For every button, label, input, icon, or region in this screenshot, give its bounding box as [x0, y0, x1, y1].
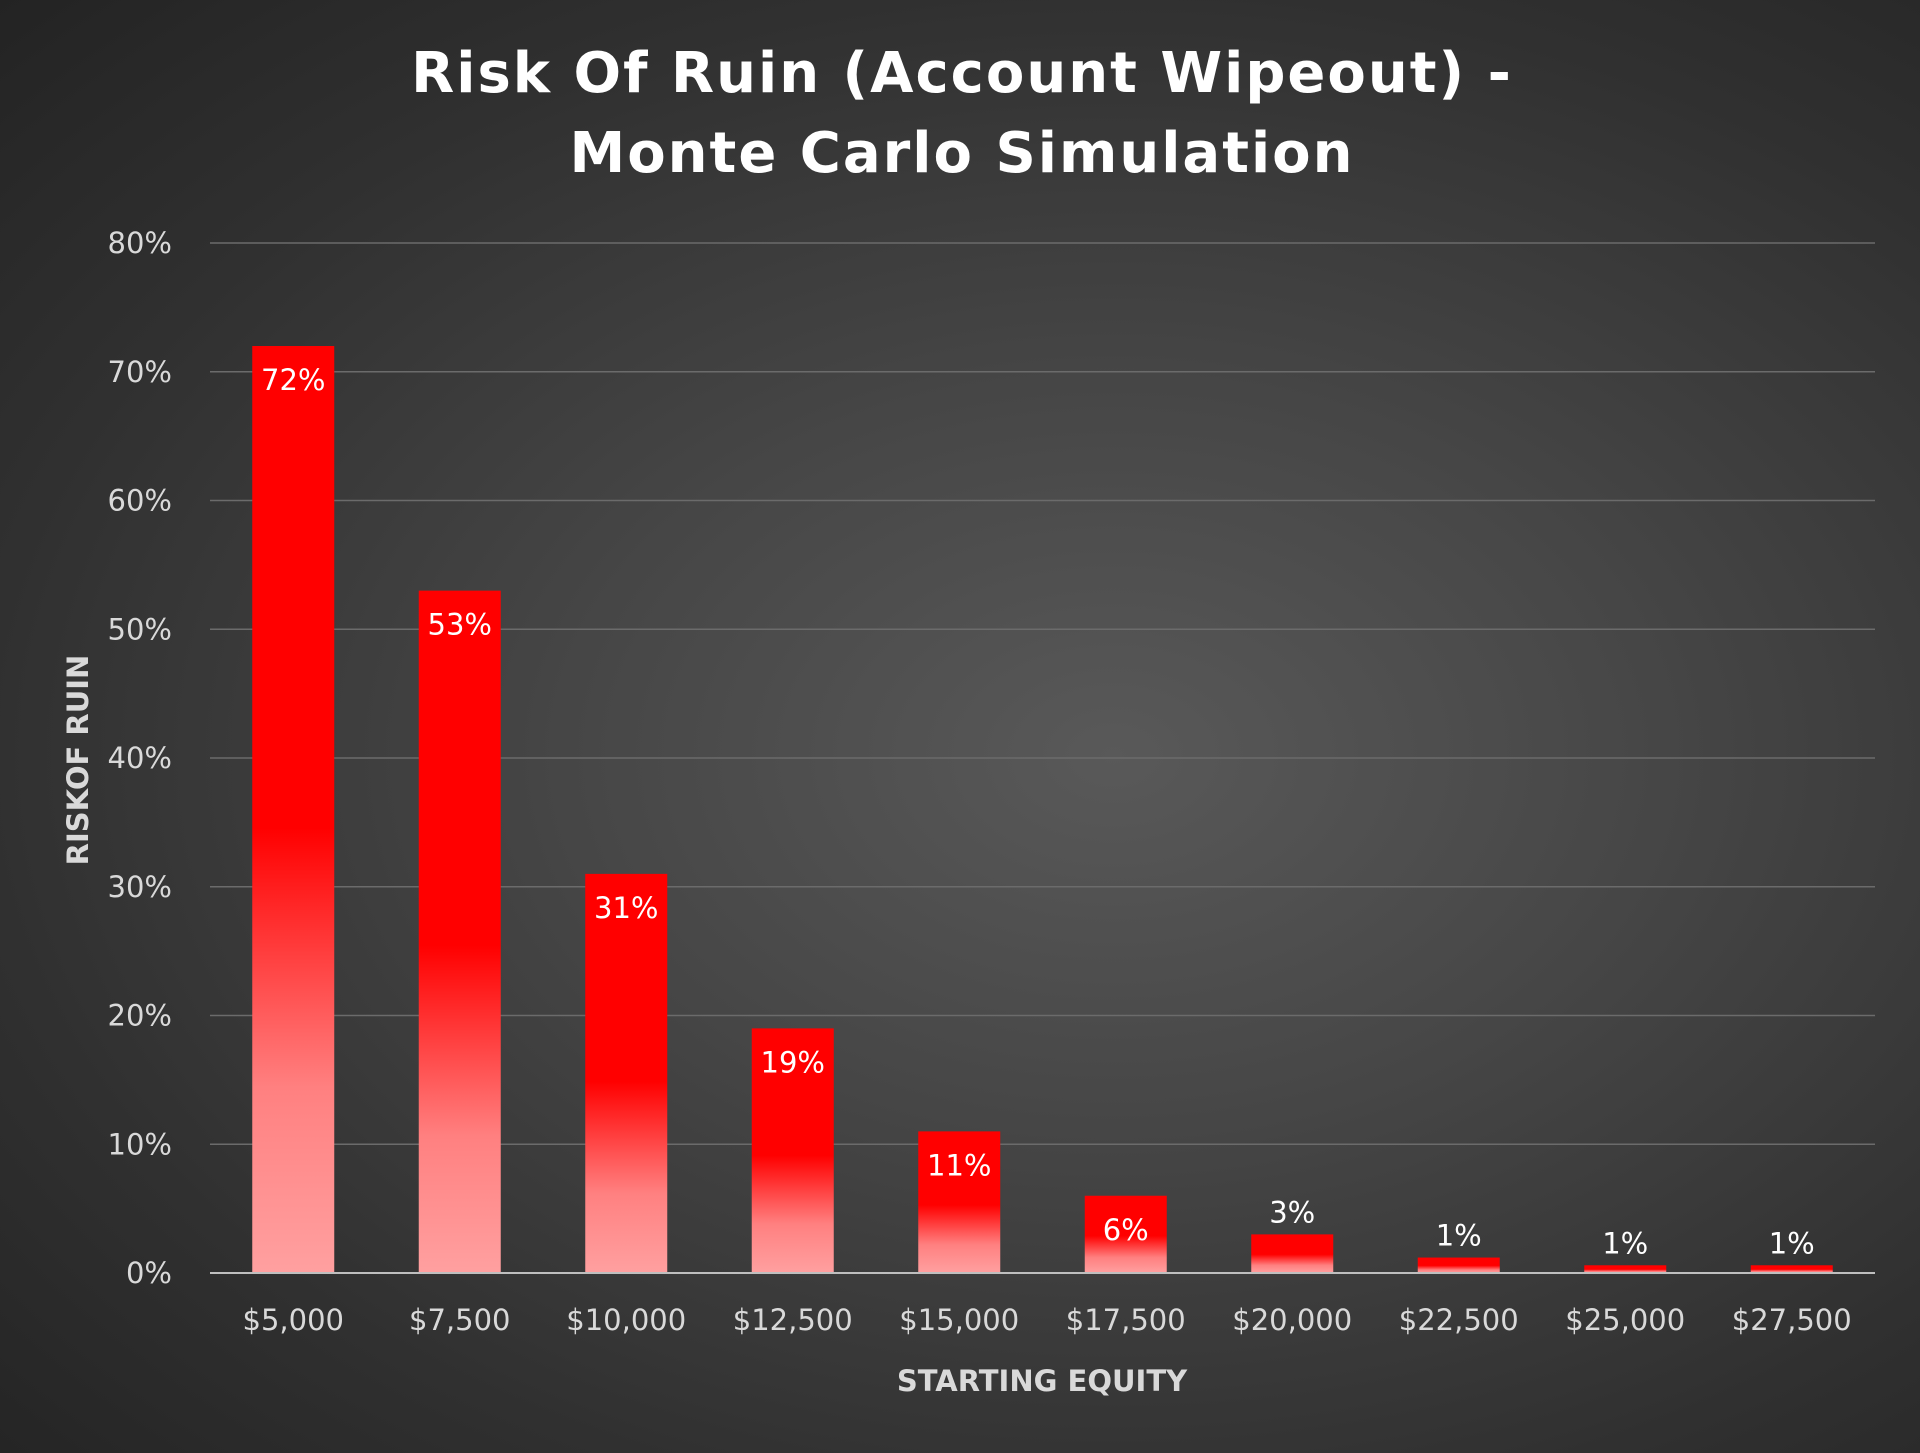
y-tick-label: 20%	[108, 999, 172, 1033]
bar	[1251, 1234, 1334, 1273]
x-tick-label: $20,000	[1232, 1303, 1352, 1337]
y-tick-label: 80%	[108, 226, 172, 260]
y-axis-title: RISKOF RUIN	[61, 655, 95, 866]
bar	[1750, 1265, 1833, 1273]
y-tick-label: 70%	[108, 355, 172, 389]
bar	[1084, 1195, 1167, 1273]
data-label: 1%	[1436, 1219, 1482, 1253]
x-tick-label: $25,000	[1565, 1303, 1685, 1337]
x-tick-label: $10,000	[566, 1303, 686, 1337]
bar	[751, 1028, 834, 1273]
x-tick-label: $7,500	[409, 1303, 510, 1337]
bar	[418, 590, 501, 1273]
y-tick-label: 40%	[108, 741, 172, 775]
x-axis-title: STARTING EQUITY	[897, 1364, 1188, 1398]
data-label: 72%	[261, 363, 325, 397]
y-axis-ticks: 0% 10% 20% 30% 40% 50% 60% 70% 80%	[108, 226, 172, 1290]
x-axis-ticks: $5,000 $7,500 $10,000 $12,500 $15,000 $17,500…	[243, 1303, 1852, 1337]
y-tick-label: 60%	[108, 484, 172, 518]
data-label: 6%	[1103, 1213, 1149, 1247]
data-label: 1%	[1602, 1226, 1648, 1260]
data-label: 11%	[927, 1148, 991, 1182]
chart-title-line-2: Monte Carlo Simulation	[569, 121, 1354, 186]
data-label: 31%	[594, 891, 658, 925]
bars	[252, 346, 1833, 1273]
x-tick-label: $22,500	[1399, 1303, 1519, 1337]
x-tick-label: $5,000	[243, 1303, 344, 1337]
x-tick-label: $15,000	[899, 1303, 1019, 1337]
chart-title-line-1: Risk Of Ruin (Account Wipeout) -	[411, 41, 1513, 106]
bar	[918, 1131, 1001, 1273]
data-label: 19%	[761, 1045, 825, 1079]
x-tick-label: $17,500	[1066, 1303, 1186, 1337]
bar	[252, 346, 335, 1273]
x-tick-label: $27,500	[1732, 1303, 1852, 1337]
data-label: 53%	[428, 608, 492, 642]
bar	[1584, 1265, 1667, 1273]
y-tick-label: 10%	[108, 1127, 172, 1161]
data-label: 3%	[1269, 1195, 1315, 1229]
data-labels: 72% 53% 31% 19% 11% 6% 3% 1% 1% 1%	[261, 363, 1815, 1260]
y-tick-label: 30%	[108, 870, 172, 904]
y-tick-label: 50%	[108, 612, 172, 646]
y-tick-label: 0%	[126, 1256, 172, 1290]
bar	[1417, 1257, 1500, 1273]
data-label: 1%	[1769, 1226, 1815, 1260]
bar	[585, 873, 668, 1273]
x-tick-label: $12,500	[733, 1303, 853, 1337]
